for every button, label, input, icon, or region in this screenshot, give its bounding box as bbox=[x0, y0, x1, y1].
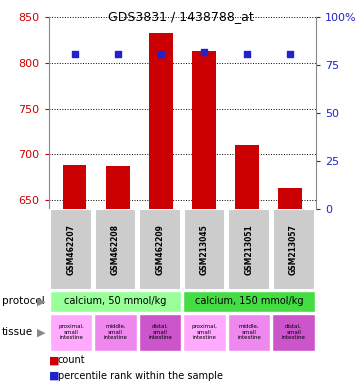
Bar bbox=[272, 314, 315, 351]
Text: protocol: protocol bbox=[2, 296, 44, 306]
Text: ▶: ▶ bbox=[37, 296, 46, 306]
Point bbox=[244, 51, 250, 57]
Text: middle,
small
intestine: middle, small intestine bbox=[237, 324, 261, 341]
Point bbox=[201, 49, 207, 55]
Text: distal,
small
intestine: distal, small intestine bbox=[148, 324, 172, 341]
Bar bbox=[139, 209, 181, 290]
Bar bbox=[228, 209, 270, 290]
Text: ▶: ▶ bbox=[37, 327, 46, 337]
Bar bbox=[235, 145, 259, 209]
Bar bbox=[273, 209, 314, 290]
Text: middle,
small
intestine: middle, small intestine bbox=[104, 324, 127, 341]
Text: tissue: tissue bbox=[2, 327, 33, 337]
Bar bbox=[183, 291, 315, 312]
Bar bbox=[183, 314, 226, 351]
Text: ■: ■ bbox=[49, 356, 59, 366]
Point bbox=[115, 51, 121, 57]
Bar bbox=[192, 51, 216, 209]
Point bbox=[72, 51, 78, 57]
Bar bbox=[106, 166, 130, 209]
Bar bbox=[228, 314, 270, 351]
Text: GSM213051: GSM213051 bbox=[245, 224, 253, 275]
Bar bbox=[139, 314, 182, 351]
Text: GSM462209: GSM462209 bbox=[156, 224, 165, 275]
Text: distal,
small
intestine: distal, small intestine bbox=[282, 324, 305, 341]
Text: GSM462207: GSM462207 bbox=[66, 224, 75, 275]
Bar bbox=[63, 166, 86, 209]
Bar bbox=[50, 209, 92, 290]
Text: proximal,
small
intestine: proximal, small intestine bbox=[58, 324, 84, 341]
Bar bbox=[95, 209, 136, 290]
Bar bbox=[278, 188, 302, 209]
Text: percentile rank within the sample: percentile rank within the sample bbox=[58, 371, 223, 381]
Text: proximal,
small
intestine: proximal, small intestine bbox=[192, 324, 218, 341]
Bar bbox=[94, 314, 137, 351]
Text: count: count bbox=[58, 356, 86, 366]
Text: calcium, 50 mmol/kg: calcium, 50 mmol/kg bbox=[64, 296, 167, 306]
Text: ■: ■ bbox=[49, 371, 59, 381]
Bar bbox=[49, 314, 92, 351]
Text: calcium, 150 mmol/kg: calcium, 150 mmol/kg bbox=[195, 296, 303, 306]
Text: GSM213057: GSM213057 bbox=[289, 224, 298, 275]
Bar bbox=[49, 291, 182, 312]
Bar bbox=[184, 209, 226, 290]
Text: GSM462208: GSM462208 bbox=[111, 224, 120, 275]
Point bbox=[287, 51, 293, 57]
Text: GSM213045: GSM213045 bbox=[200, 224, 209, 275]
Point bbox=[158, 51, 164, 57]
Text: GDS3831 / 1438788_at: GDS3831 / 1438788_at bbox=[108, 10, 253, 23]
Bar bbox=[149, 33, 173, 209]
